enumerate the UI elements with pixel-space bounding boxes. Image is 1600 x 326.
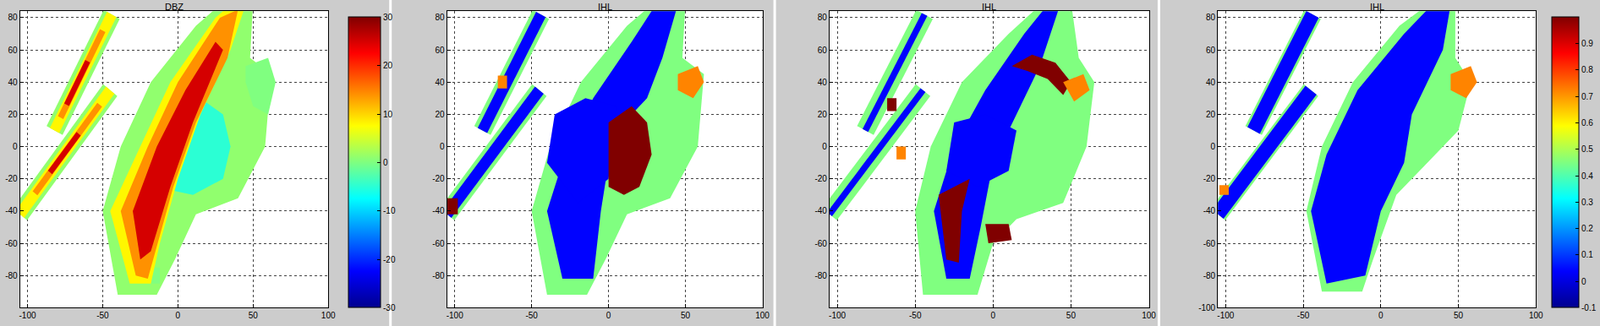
svg-text:-100: -100 (828, 311, 846, 321)
svg-text:DBZ: DBZ (164, 1, 184, 12)
svg-text:-60: -60 (5, 239, 18, 249)
svg-text:-20: -20 (383, 255, 396, 265)
svg-text:-80: -80 (432, 271, 445, 281)
svg-text:0: 0 (12, 142, 18, 152)
svg-text:-10: -10 (383, 206, 396, 216)
svg-text:-100: -100 (19, 311, 37, 321)
svg-text:-80: -80 (1203, 271, 1217, 281)
svg-text:100: 100 (321, 311, 336, 321)
svg-text:0: 0 (439, 142, 445, 152)
svg-text:10: 10 (383, 109, 394, 120)
svg-text:80: 80 (8, 12, 19, 22)
svg-text:-50: -50 (96, 311, 110, 321)
svg-text:80: 80 (1205, 12, 1217, 22)
svg-text:0.5: 0.5 (1581, 144, 1594, 154)
svg-text:0.7: 0.7 (1581, 92, 1594, 102)
svg-text:-40: -40 (432, 206, 445, 216)
svg-text:-60: -60 (432, 239, 445, 249)
svg-text:IHL: IHL (597, 1, 613, 12)
svg-text:100: 100 (1141, 311, 1157, 321)
svg-text:0.8: 0.8 (1581, 65, 1594, 75)
svg-text:20: 20 (8, 109, 19, 120)
svg-text:0.2: 0.2 (1581, 224, 1594, 234)
svg-text:-20: -20 (814, 174, 828, 184)
svg-text:IHL: IHL (1369, 1, 1385, 12)
svg-text:-100: -100 (1216, 311, 1234, 321)
svg-text:IHL: IHL (981, 1, 997, 12)
svg-text:-100: -100 (1198, 303, 1216, 313)
svg-text:40: 40 (8, 77, 19, 88)
svg-text:-80: -80 (5, 271, 18, 281)
svg-text:-20: -20 (432, 174, 445, 184)
svg-text:-60: -60 (1203, 239, 1217, 249)
svg-text:100: 100 (1528, 311, 1544, 321)
svg-text:40: 40 (435, 77, 446, 88)
svg-text:-60: -60 (814, 239, 828, 249)
svg-text:0.3: 0.3 (1581, 197, 1594, 208)
svg-text:100: 100 (755, 311, 770, 321)
svg-text:0.1: 0.1 (1581, 250, 1594, 260)
svg-text:40: 40 (817, 77, 828, 88)
svg-text:20: 20 (817, 109, 828, 120)
svg-text:-40: -40 (1203, 206, 1217, 216)
svg-text:0: 0 (383, 158, 389, 168)
svg-text:0: 0 (821, 142, 828, 152)
svg-text:-50: -50 (909, 311, 922, 321)
svg-text:60: 60 (8, 45, 19, 55)
svg-text:20: 20 (1205, 109, 1217, 120)
svg-text:-80: -80 (814, 271, 828, 281)
svg-text:40: 40 (1205, 77, 1217, 88)
svg-text:0: 0 (1581, 277, 1587, 287)
svg-text:0: 0 (991, 311, 997, 321)
svg-text:0: 0 (1210, 142, 1217, 152)
svg-text:0: 0 (1378, 311, 1384, 321)
svg-text:50: 50 (248, 311, 259, 321)
svg-text:-20: -20 (1203, 174, 1217, 184)
svg-text:0.9: 0.9 (1581, 38, 1594, 49)
svg-text:0.6: 0.6 (1581, 118, 1594, 128)
svg-text:-50: -50 (1297, 311, 1310, 321)
svg-text:0: 0 (175, 311, 181, 321)
svg-text:60: 60 (1205, 45, 1217, 55)
svg-text:50: 50 (680, 311, 691, 321)
svg-text:80: 80 (817, 12, 828, 22)
svg-text:-40: -40 (814, 206, 828, 216)
svg-text:-20: -20 (5, 174, 18, 184)
svg-text:0: 0 (606, 311, 612, 321)
svg-text:60: 60 (435, 45, 446, 55)
svg-text:-30: -30 (383, 303, 396, 313)
svg-text:50: 50 (1453, 311, 1464, 321)
svg-text:20: 20 (383, 60, 394, 71)
svg-text:50: 50 (1066, 311, 1077, 321)
svg-text:60: 60 (817, 45, 828, 55)
svg-text:-40: -40 (5, 206, 18, 216)
svg-text:-100: -100 (446, 311, 464, 321)
svg-text:-0.1: -0.1 (1581, 303, 1597, 313)
svg-text:80: 80 (435, 12, 446, 22)
svg-text:-50: -50 (525, 311, 538, 321)
svg-text:20: 20 (435, 109, 446, 120)
svg-text:30: 30 (383, 12, 394, 22)
svg-text:0.4: 0.4 (1581, 171, 1594, 181)
